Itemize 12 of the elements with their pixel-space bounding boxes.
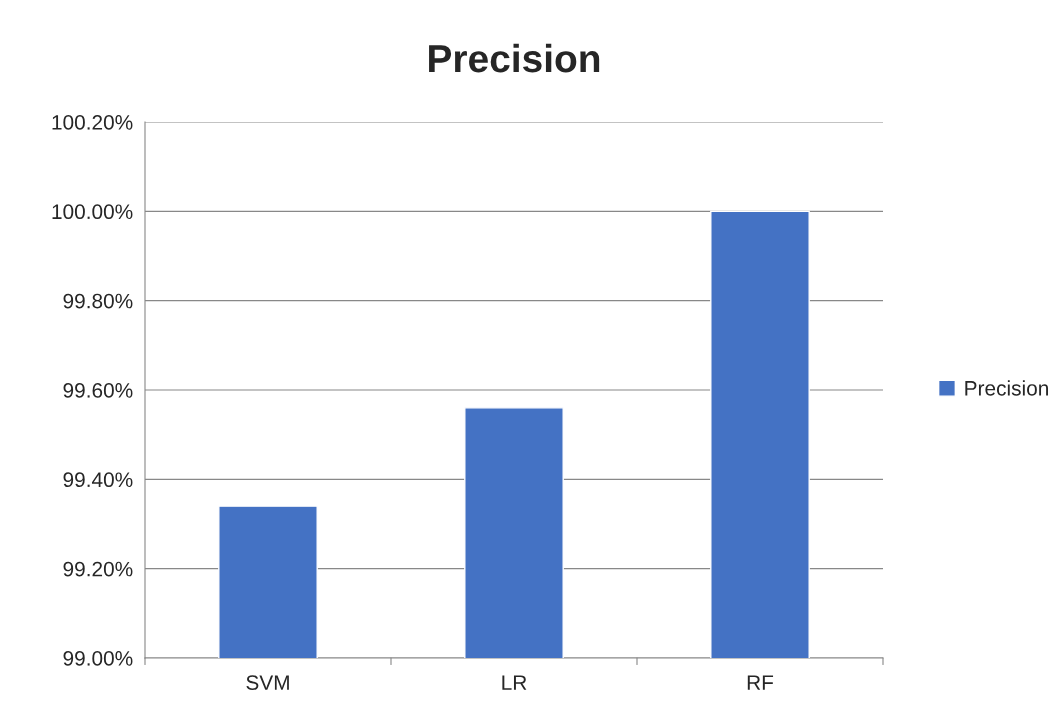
x-tick-label: SVM: [246, 675, 289, 690]
y-tick-label: 100.00%: [52, 204, 133, 220]
x-tick-label: RF: [747, 675, 774, 690]
y-tick-label: 100.20%: [52, 115, 133, 130]
y-tick-label: 99.20%: [63, 561, 133, 577]
y-tick-label: 99.80%: [63, 293, 133, 309]
y-tick-label: 99.00%: [63, 651, 133, 666]
y-tick-label: 99.60%: [63, 383, 133, 398]
legend-label: Precision: [965, 380, 1048, 396]
y-tick-label: 99.40%: [63, 472, 133, 488]
x-tick-label: LR: [502, 675, 527, 690]
chart-title: Precision: [429, 43, 600, 73]
